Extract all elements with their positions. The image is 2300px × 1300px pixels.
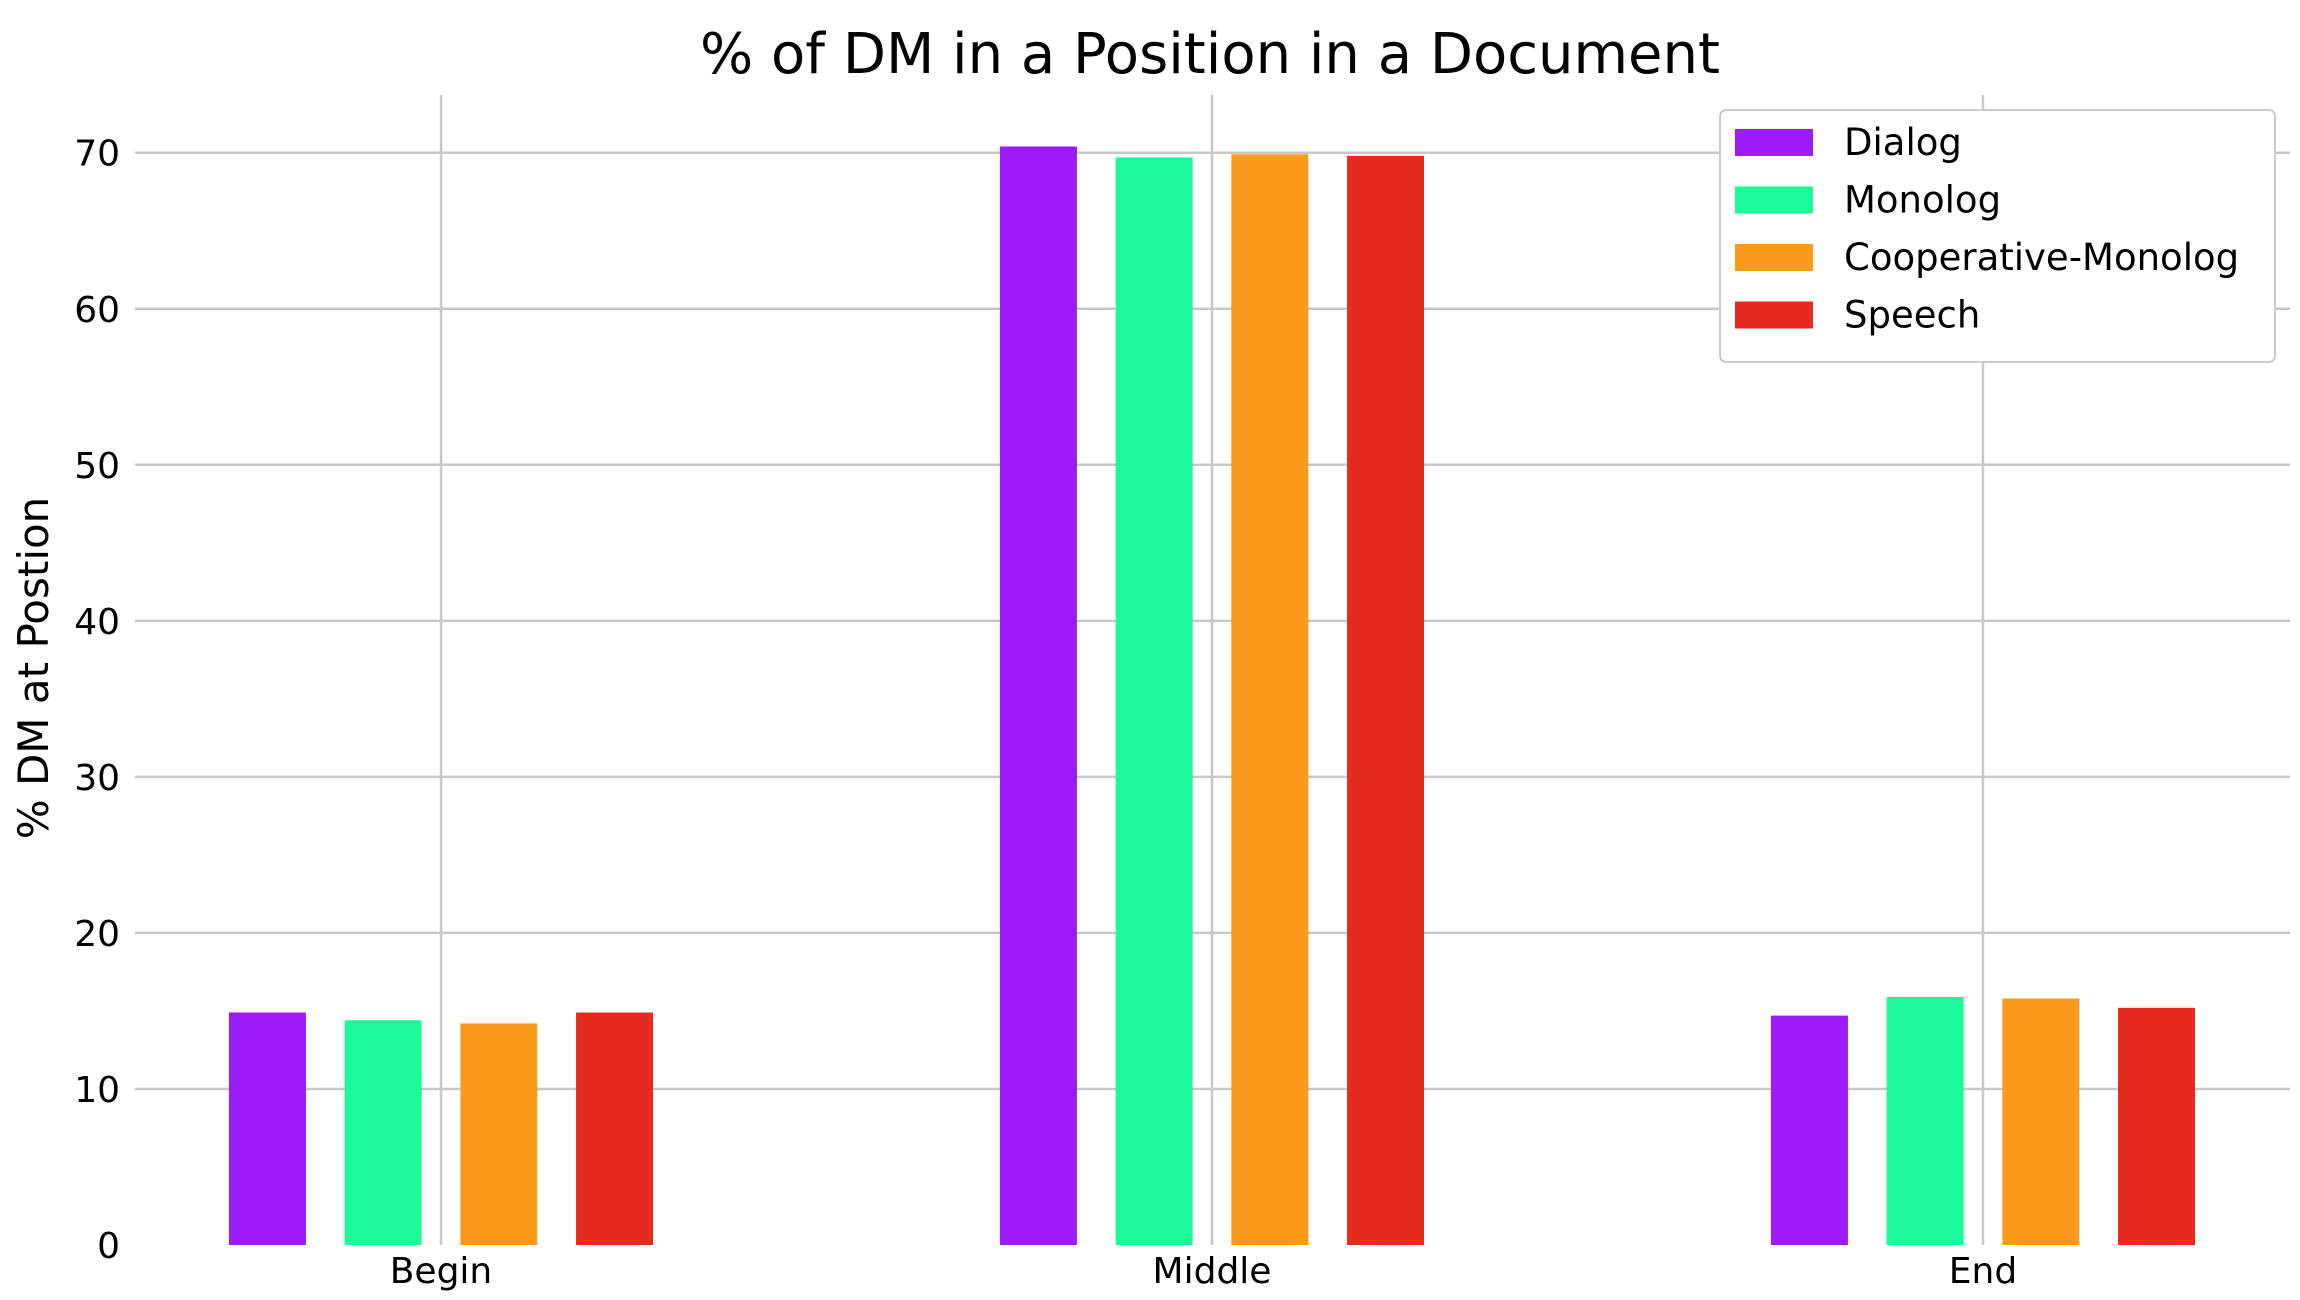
legend-frame bbox=[1719, 109, 2276, 363]
bar bbox=[460, 1023, 538, 1245]
bar bbox=[2118, 1007, 2196, 1245]
legend-label: Monolog bbox=[1844, 179, 2001, 222]
x-tick-label: End bbox=[1949, 1251, 2017, 1292]
y-tick-label: 40 bbox=[74, 602, 120, 643]
y-tick-label: 50 bbox=[74, 446, 120, 487]
bar bbox=[344, 1020, 422, 1245]
chart-title: % of DM in a Position in a Document bbox=[700, 22, 1720, 87]
bar bbox=[2002, 998, 2080, 1245]
legend-swatch bbox=[1735, 244, 1813, 271]
bar bbox=[1770, 1015, 1848, 1245]
bar bbox=[999, 146, 1077, 1245]
legend: Dialog Monolog Cooperative-Monolog Speech bbox=[1719, 109, 2276, 363]
y-axis-label: % DM at Postion bbox=[9, 497, 58, 840]
x-tick-label: Begin bbox=[390, 1251, 493, 1292]
legend-swatch bbox=[1735, 186, 1813, 214]
y-tick-label: 70 bbox=[74, 134, 120, 175]
y-tick-label: 30 bbox=[74, 758, 120, 799]
bar bbox=[1886, 996, 1964, 1245]
legend-label: Speech bbox=[1844, 294, 1980, 337]
legend-label: Dialog bbox=[1844, 121, 1962, 164]
legend-swatch bbox=[1735, 129, 1813, 156]
y-tick-label: 60 bbox=[74, 290, 120, 331]
y-tick-label: 10 bbox=[74, 1070, 120, 1111]
bars bbox=[228, 146, 2196, 1246]
grid-lines bbox=[135, 95, 2290, 1245]
legend-swatch bbox=[1735, 301, 1813, 329]
y-tick-labels: 0 10 20 30 40 50 60 70 bbox=[74, 134, 120, 1267]
y-tick-label: 0 bbox=[97, 1226, 120, 1267]
bar bbox=[1115, 157, 1193, 1246]
y-tick-label: 20 bbox=[74, 914, 120, 955]
bar bbox=[1347, 155, 1425, 1245]
legend-label: Cooperative-Monolog bbox=[1844, 236, 2239, 279]
bar bbox=[576, 1012, 654, 1245]
x-tick-labels: Begin Middle End bbox=[390, 1251, 2017, 1292]
bar bbox=[1231, 154, 1309, 1245]
bar bbox=[228, 1012, 306, 1245]
x-tick-label: Middle bbox=[1153, 1251, 1272, 1292]
